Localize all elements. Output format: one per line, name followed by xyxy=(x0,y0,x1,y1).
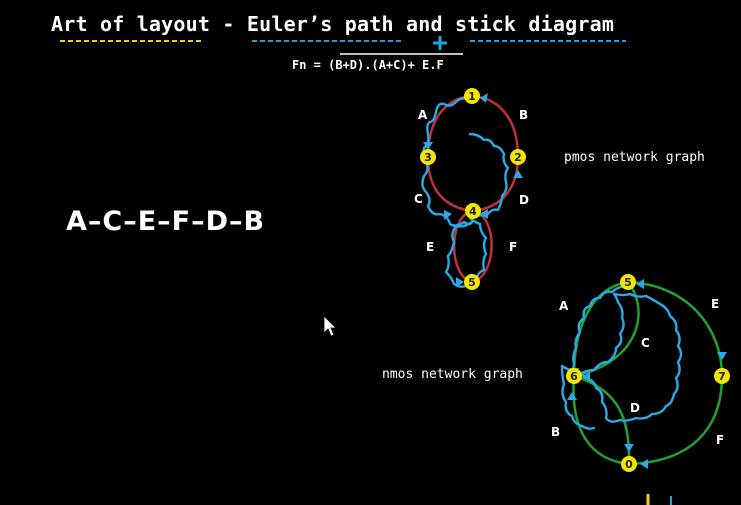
nmos-node-5-label: 5 xyxy=(624,276,632,289)
pmos-edge-label-D: D xyxy=(519,193,529,207)
pmos-edge-C xyxy=(426,155,475,213)
nmos-graph xyxy=(560,279,727,469)
euler-path-sequence: A–C–E–F–D–B xyxy=(66,206,266,237)
nmos-edge-E xyxy=(626,280,724,378)
nmos-edge-A xyxy=(572,280,630,378)
pmos-arrow-2 xyxy=(513,170,523,178)
nmos-edge-label-F: F xyxy=(716,433,724,447)
nmos-node-0: 0 xyxy=(621,456,637,472)
nmos-arrow-2 xyxy=(636,279,644,289)
pmos-arrow-4 xyxy=(480,209,488,219)
mouse-cursor-icon xyxy=(323,315,337,337)
pmos-node-1-label: 1 xyxy=(468,90,476,103)
nmos-edge-B xyxy=(572,374,631,466)
pmos-node-5-label: 5 xyxy=(468,276,476,289)
nmos-edge-label-C: C xyxy=(641,336,650,350)
nmos-edge-labels: A C E D B F xyxy=(551,297,724,447)
pmos-node-4: 4 xyxy=(465,203,481,219)
pmos-arrow-1 xyxy=(480,93,488,103)
plus-mark xyxy=(433,36,447,50)
pmos-node-2-label: 2 xyxy=(514,151,522,164)
pmos-edge-D xyxy=(471,155,520,213)
nmos-network-caption: nmos network graph xyxy=(382,367,523,382)
pmos-graph xyxy=(421,93,523,288)
nmos-arrow-7 xyxy=(582,372,590,382)
nmos-arrow-4 xyxy=(640,459,648,469)
pmos-node-5: 5 xyxy=(464,274,480,290)
nmos-node-7-label: 7 xyxy=(718,370,726,383)
pmos-arrow-3 xyxy=(423,142,433,150)
nmos-edge-label-A: A xyxy=(559,299,569,313)
pmos-nodes: 1 2 3 4 5 xyxy=(420,88,526,290)
pmos-node-3: 3 xyxy=(420,149,436,165)
nmos-euler-path xyxy=(560,284,683,430)
pmos-network-caption: pmos network graph xyxy=(564,150,705,165)
nmos-edge-label-D: D xyxy=(630,401,640,415)
nmos-edge-F xyxy=(627,374,724,466)
pmos-edge-B xyxy=(470,94,520,159)
pmos-edge-label-C: C xyxy=(414,192,423,206)
pmos-edge-label-F: F xyxy=(509,240,517,254)
nmos-edge-label-E: E xyxy=(711,297,719,311)
pmos-node-2: 2 xyxy=(510,149,526,165)
nmos-node-5: 5 xyxy=(620,274,636,290)
pmos-node-1: 1 xyxy=(464,88,480,104)
nmos-arrow-3 xyxy=(717,352,727,360)
nmos-arrow-5 xyxy=(624,444,634,452)
pmos-node-3-label: 3 xyxy=(424,151,432,164)
nmos-node-6-label: 6 xyxy=(570,370,578,383)
pmos-edge-label-B: B xyxy=(519,108,528,122)
pmos-euler-path xyxy=(421,97,510,288)
nmos-node-7: 7 xyxy=(714,368,730,384)
pmos-edge-labels: A B C D E F xyxy=(414,108,529,254)
pmos-edge-label-E: E xyxy=(426,240,434,254)
nmos-node-0-label: 0 xyxy=(625,458,633,471)
pmos-edge-label-A: A xyxy=(418,108,428,122)
pmos-arrow-6 xyxy=(444,210,452,220)
pmos-arrow-5 xyxy=(456,277,464,287)
nmos-node-6: 6 xyxy=(566,368,582,384)
boolean-function: Fn = (B+D).(A+C)+ E.F xyxy=(292,58,444,72)
nmos-edge-label-B: B xyxy=(551,425,560,439)
page-title: Art of layout - Euler’s path and stick d… xyxy=(51,12,615,36)
nmos-nodes: 5 6 7 0 xyxy=(566,274,730,472)
pmos-node-4-label: 4 xyxy=(469,205,477,218)
nmos-arrow-6 xyxy=(567,392,577,400)
